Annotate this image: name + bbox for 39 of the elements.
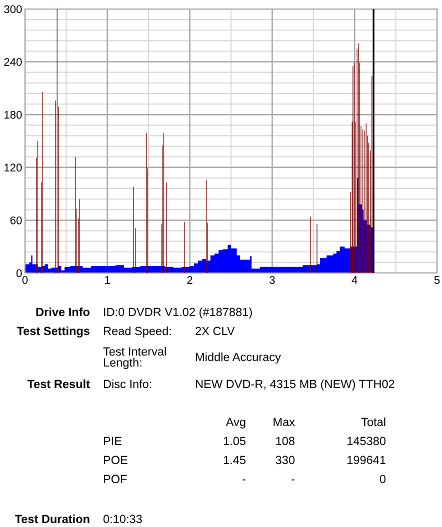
text: Max (274, 418, 295, 426)
text: 0 (380, 474, 386, 484)
x-tick-label: 0 (22, 276, 28, 284)
text: PIE (104, 436, 122, 446)
y-tick-label: 0 (16, 269, 22, 278)
text: 1.05 (224, 436, 246, 446)
y-tick-label: 180 (4, 110, 22, 119)
text: Disc Info: (104, 379, 152, 388)
text: ID:0 DVDR V1.02 (#187881) (104, 307, 252, 318)
y-tick-label: 60 (10, 216, 22, 224)
text: POF (104, 474, 127, 484)
x-tick-label: 5 (434, 276, 440, 284)
text: Avg (226, 418, 246, 429)
text: Drive Info (36, 307, 90, 316)
text: 199641 (348, 456, 386, 464)
text: 1.45 (224, 456, 246, 464)
text: Middle Accuracy (196, 352, 281, 364)
x-tick-label: 4 (352, 276, 358, 284)
y-tick-label: 240 (4, 58, 22, 66)
text: NEW DVD-R, 4315 MB (NEW) TTH02 (196, 379, 394, 390)
y-tick-label: 120 (4, 164, 22, 172)
text: 2X CLV (196, 326, 235, 336)
text: 330 (276, 456, 295, 464)
text: - (242, 479, 246, 480)
x-tick-label: 3 (270, 276, 275, 284)
text: 0:10:33 (103, 514, 142, 524)
text: Total (361, 417, 386, 426)
text: Test Interval Length: (103, 346, 166, 370)
text: POE (104, 456, 128, 464)
x-tick-label: 1 (105, 276, 110, 284)
text: Read Speed: (104, 326, 171, 338)
y-tick-label: 300 (4, 5, 22, 14)
text: 108 (276, 436, 294, 446)
text: Test Settings (16, 326, 90, 338)
text: Test Duration (14, 514, 90, 524)
text: - (292, 479, 294, 480)
text: Test Result (27, 379, 90, 388)
x-tick-label: 2 (187, 276, 192, 284)
text: 145380 (348, 436, 386, 446)
